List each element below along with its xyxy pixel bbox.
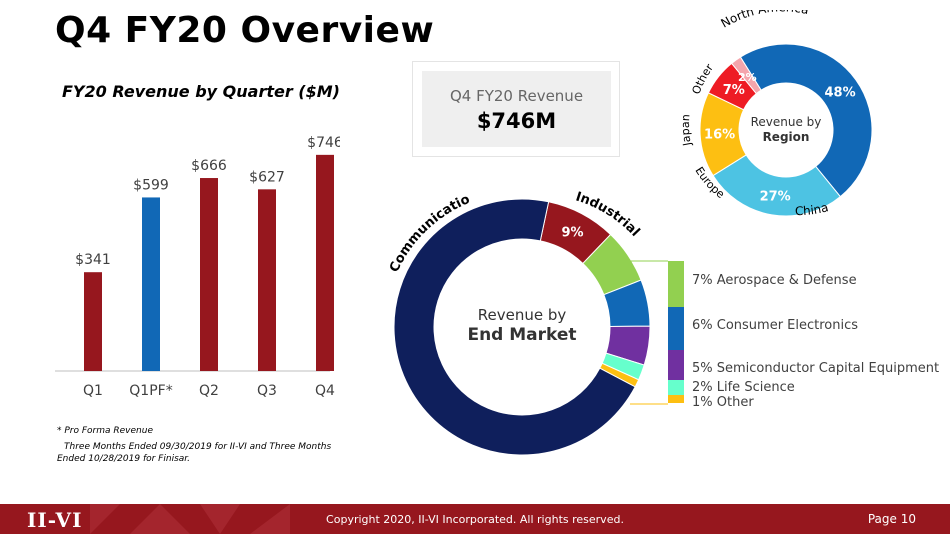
revenue-callout-label: Q4 FY20 Revenue (449, 87, 584, 105)
revenue-callout-value: $746M (476, 109, 557, 133)
footnote-line-2: Three Months Ended 09/30/2019 for II-VI … (64, 442, 332, 452)
legend-label-aerospace-defense: 7% Aerospace & Defense (692, 273, 857, 288)
bar-q2 (200, 178, 218, 371)
market-value-industrial: 9% (561, 226, 583, 241)
bar-category-label-q1pf: Q1PF* (129, 383, 172, 399)
bar-category-label-q2: Q2 (199, 383, 219, 399)
legend-swatch-aerospace-defense (668, 261, 684, 307)
region-label-north-america: North America (718, 10, 809, 31)
region-value-china: 27% (760, 190, 791, 205)
bar-value-label-q3: $627 (249, 169, 285, 185)
legend-swatch-consumer-electronics (668, 307, 684, 350)
bar-value-label-q4: $746 (307, 135, 340, 151)
bar-q4 (316, 154, 334, 371)
bar-q1 (84, 272, 102, 371)
bar-chart-title: FY20 Revenue by Quarter ($M) (62, 82, 340, 101)
page-number: Page 10 (867, 512, 916, 526)
footnote-line-1: * Pro Forma Revenue (57, 426, 153, 436)
region-value-other: 2% (738, 71, 757, 84)
region-center-label-1: Revenue by (751, 115, 822, 129)
bar-value-label-q2: $666 (191, 158, 227, 174)
legend-label-life-science: 2% Life Science (692, 380, 795, 395)
market-value-communications: 72% (449, 332, 480, 347)
region-slice-other (730, 56, 762, 95)
quarterly-revenue-bar-chart: $341 Q1 $599 Q1PF* $666 Q2 $627 Q3 $746 Q4 (55, 135, 340, 399)
legend-swatch-semiconductor-capital-equipment (668, 350, 684, 380)
market-center-label-1: Revenue by (478, 306, 567, 324)
bar-q1pf (142, 197, 160, 371)
region-slice-north-america (739, 43, 873, 198)
region-label-japan: Japan (679, 114, 694, 148)
footer-bar: II-VI Copyright 2020, II-VI Incorporated… (0, 504, 950, 534)
region-value-north-america: 48% (825, 85, 856, 100)
copyright-text: Copyright 2020, II-VI Incorporated. All … (326, 513, 624, 526)
market-slice-communications (393, 198, 636, 456)
legend-label-semiconductor-capital-equipment: 5% Semiconductor Capital Equipment (692, 361, 939, 376)
revenue-by-region-donut: 48%27%16%7%2% North America China Europe… (679, 10, 873, 218)
region-value-europe: 16% (704, 128, 735, 143)
company-logo: II-VI (27, 508, 83, 532)
bar-q3 (258, 189, 276, 371)
revenue-callout: Q4 FY20 Revenue $746M (412, 61, 620, 157)
footer-pattern (90, 504, 290, 534)
bar-value-label-q1: $341 (75, 252, 111, 268)
footnote-line-3: Ended 10/28/2019 for Finisar. (57, 454, 191, 464)
region-label-china: China (795, 200, 830, 218)
bar-category-label-q4: Q4 (315, 383, 335, 399)
region-value-japan: 7% (723, 83, 745, 98)
legend-label-consumer-electronics: 6% Consumer Electronics (692, 318, 858, 333)
legend-label-other: 1% Other (692, 395, 754, 410)
bar-category-label-q3: Q3 (257, 383, 277, 399)
legend-swatch-other (668, 395, 684, 403)
region-slice-china (712, 154, 842, 217)
market-center-label-2: End Market (467, 325, 576, 345)
slide-title: Q4 FY20 Overview (55, 10, 435, 51)
revenue-by-end-market-donut: 9% 72% 7% Aerospace & Defense 6% Consumer … (375, 180, 939, 456)
revenue-callout-panel: Q4 FY20 Revenue $746M (422, 71, 611, 147)
legend-swatch-life-science (668, 380, 684, 395)
bar-category-label-q1: Q1 (83, 383, 103, 399)
bar-value-label-q1pf: $599 (133, 177, 169, 193)
region-center-label-2: Region (763, 130, 810, 144)
